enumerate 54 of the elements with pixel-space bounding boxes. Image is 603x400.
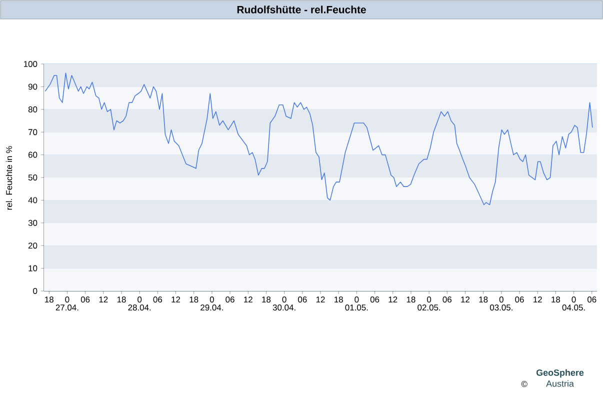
- x2-tick-label: 03.05.: [490, 304, 512, 311]
- x-tick-label: 18: [406, 296, 416, 303]
- x-tick-label: 12: [316, 296, 325, 302]
- y-tick-label: 30: [28, 220, 38, 226]
- x2-tick-label: 02.05.: [418, 304, 440, 311]
- x-tick-label: 12: [172, 296, 180, 302]
- x-tick-label: 0: [65, 296, 70, 303]
- x-tick-label: 12: [99, 296, 108, 302]
- x-tick-label: 06: [370, 296, 380, 303]
- x-tick-label: 0: [210, 296, 214, 303]
- x2-tick-label: 27.04.: [56, 304, 78, 311]
- y-tick-label: 60: [28, 152, 38, 158]
- x2-tick-label: 29.04.: [200, 304, 223, 311]
- chart-title: Rudolfshütte - rel.Feuchte: [237, 6, 366, 14]
- x-tick-label: 12: [244, 296, 252, 302]
- x-tick-label: 06: [80, 296, 90, 303]
- x2-tick-label: 28.04.: [128, 304, 151, 311]
- x-tick-label: 18: [552, 296, 560, 303]
- y-axis-title: rel. Feuchte in %: [6, 146, 12, 210]
- y-tick-label: 100: [24, 61, 38, 67]
- x2-tick-label: 04.05.: [562, 304, 585, 311]
- x-tick-label: 0: [354, 296, 359, 303]
- y-tick-label: 80: [28, 106, 38, 112]
- x-tick-label: 18: [117, 296, 126, 303]
- x2-tick-label: 30.04.: [272, 304, 296, 311]
- x-tick-label: 18: [334, 296, 343, 303]
- y-tick-label: 50: [28, 174, 38, 180]
- x-tick-label: 0: [572, 296, 576, 303]
- x-tick-label: 18: [479, 296, 488, 303]
- x-tick-label: 12: [534, 296, 542, 302]
- x-tick-label: 0: [427, 296, 432, 303]
- x2-tick-label: 01.05.: [345, 304, 368, 311]
- y-tick-label: 90: [28, 84, 38, 90]
- y-tick-label: 10: [28, 265, 38, 272]
- x-tick-label: 06: [588, 296, 596, 303]
- x-tick-label: 0: [138, 296, 142, 303]
- y-tick-label: 70: [28, 129, 38, 136]
- x-tick-label: 06: [226, 296, 234, 303]
- x-tick-label: 12: [388, 296, 398, 302]
- x-tick-label: 06: [515, 296, 524, 303]
- y-tick-label: 20: [28, 242, 38, 249]
- x-tick-label: 06: [442, 296, 452, 303]
- x-tick-label: 0: [499, 296, 504, 303]
- x-tick-label: 18: [262, 296, 271, 303]
- x-tick-label: 06: [153, 296, 162, 303]
- y-tick-label: 40: [28, 197, 38, 204]
- x-tick-label: 12: [461, 296, 470, 302]
- x-tick-label: 06: [298, 296, 307, 303]
- text: GeoSphere Austria: [536, 369, 584, 387]
- x-tick-label: 18: [190, 296, 198, 303]
- y-tick-label: 0: [33, 288, 38, 294]
- x-tick-label: 18: [45, 296, 54, 303]
- text: ©: [521, 381, 528, 387]
- x-tick-label: 0: [282, 296, 286, 303]
